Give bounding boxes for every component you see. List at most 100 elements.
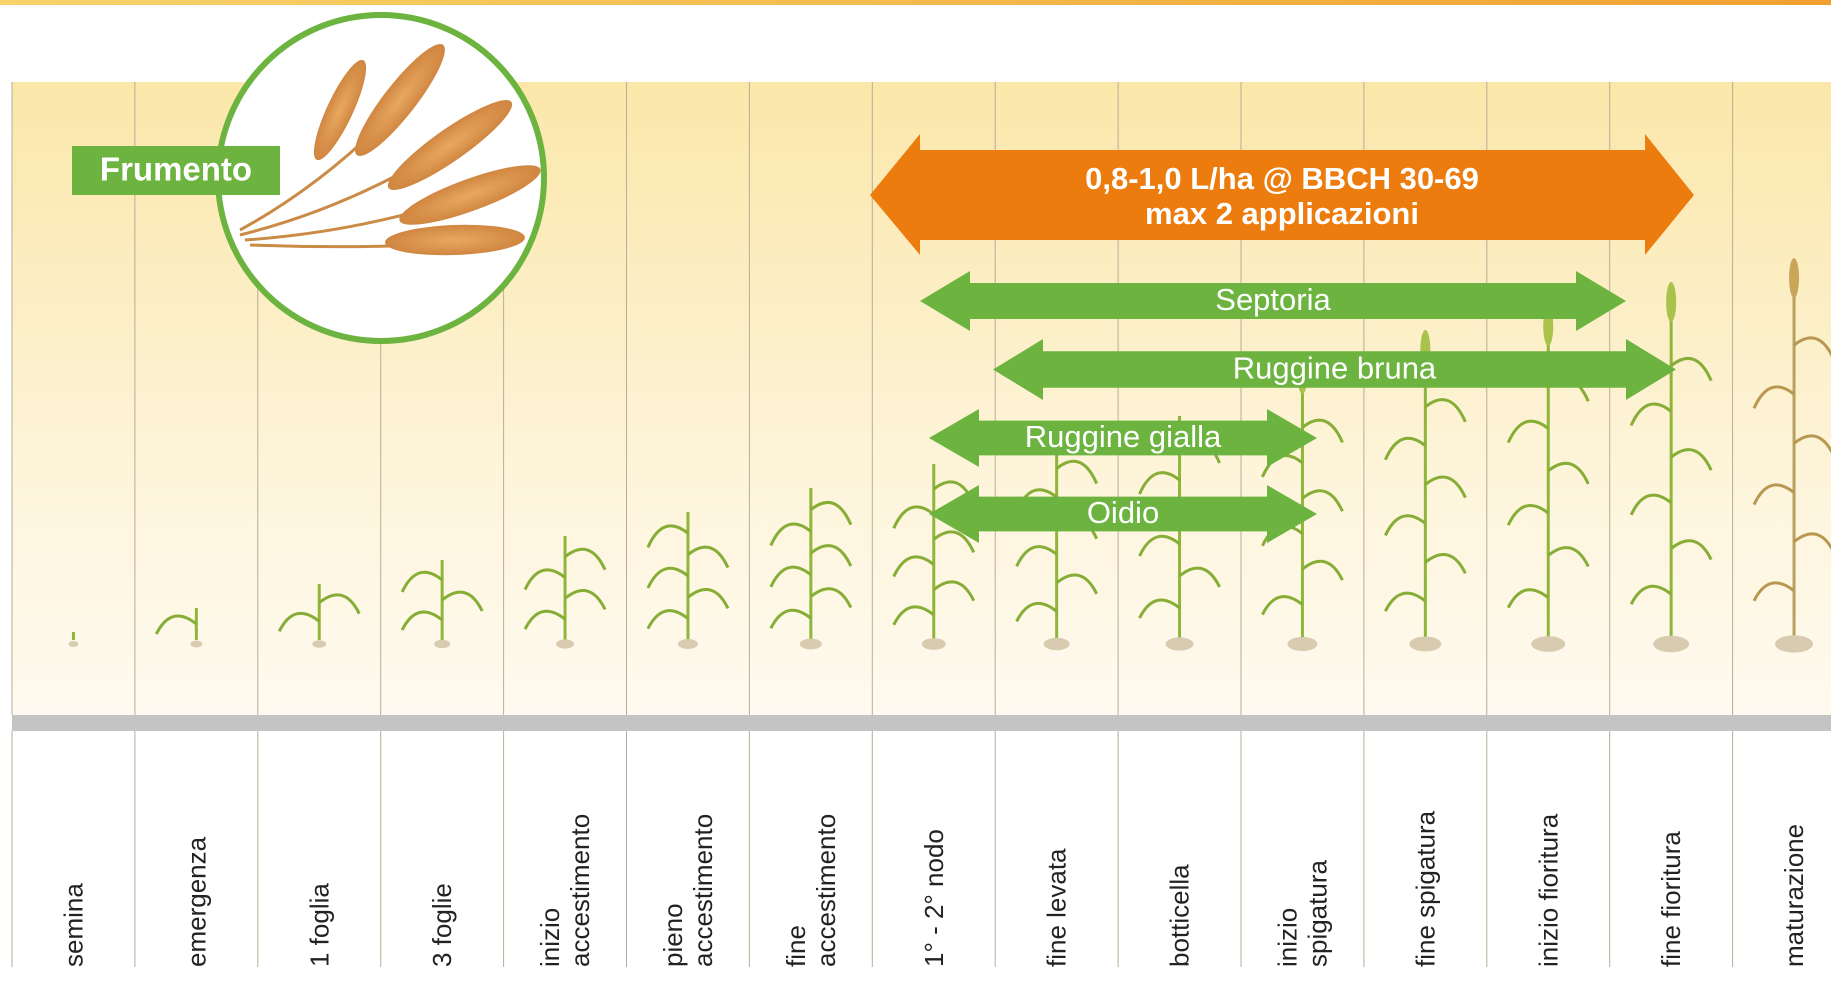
plant-leaf [1629,584,1673,605]
plant-root [190,640,203,648]
dose-text: 0,8-1,0 L/ha @ BBCH 30-69 [1085,161,1479,196]
orange-arrow [870,134,1694,255]
stage-label: semina [58,883,88,967]
plant-leaf [277,611,321,633]
plant-root [1409,636,1442,652]
plant-leaf [809,544,853,567]
stage-label: inizio [535,908,565,967]
stage-label: pieno [658,903,688,967]
plant-leaf [1138,534,1181,557]
stage-label: inizio [1272,908,1302,967]
plant-leaf [1055,459,1099,485]
plant-leaf [441,590,484,612]
plant-leaf [892,505,935,529]
plant-leaf [1138,471,1181,495]
plant-leaf [1547,546,1590,568]
plant-ear [1666,282,1677,322]
plant-root [1043,637,1070,651]
plant-leaf [646,566,689,589]
plant-leaf [1629,402,1673,427]
plant-leaf [1383,514,1427,537]
plant-leaf [523,568,566,591]
stage-label: 3 foglie [427,883,457,967]
stage-label: botticella [1165,864,1195,967]
disease-label: Oidio [1087,495,1159,530]
plant-leaf [769,522,812,547]
plant-leaf [564,547,607,571]
plant-leaf [1506,503,1550,526]
plant-root [1775,635,1814,653]
plant-leaf [1015,601,1058,623]
plant-leaf [1670,539,1713,561]
plant-leaf [1301,559,1344,581]
plant-leaf [769,565,812,588]
plant-leaf [892,555,935,578]
plant-root [1653,635,1690,653]
plant-leaf [1506,419,1550,444]
plant-leaf [1301,418,1344,444]
plant-leaf [687,545,730,569]
crop-label-box [72,146,280,195]
plant-leaf [1793,434,1831,454]
plant-leaf [564,589,607,611]
plant-leaf [400,570,444,593]
stage-label: fine [781,925,811,967]
plant-root [434,639,451,649]
plant-leaf [1138,598,1181,619]
plant-leaf [646,524,689,548]
stage-label: fine fioritura [1656,831,1686,967]
plant-leaf [1547,461,1590,485]
stage-label: spigatura [1302,860,1332,967]
disease-arrow [929,409,1317,467]
disease-arrow [920,271,1626,331]
plant-leaf [1670,448,1713,471]
stage-label: 1° - 2° nodo [919,829,949,967]
stage-label: fine spigatura [1410,810,1440,967]
plant-root [556,639,575,649]
stage-label: emergenza [181,836,211,967]
top-bar [0,0,1831,5]
plant-leaf [809,500,853,526]
plant-root [1165,637,1194,651]
stage-label: inizio fioritura [1533,813,1563,967]
stage-label: accestimento [565,814,595,967]
plant-leaf [155,614,198,635]
plant-root [1531,636,1566,652]
plant-leaf [1793,336,1831,358]
disease-label: Ruggine gialla [1025,419,1222,454]
stage-label: maturazione [1779,824,1809,967]
plant-leaf [1506,588,1550,609]
plant-leaf [1424,552,1467,574]
plant-root [677,639,698,649]
stage-label: accestimento [811,814,841,967]
stage-labels: semina emergenza 1 foglia 3 foglie inizio acc… [58,810,1809,967]
plant-leaf [1752,483,1795,506]
plant-leaf [1424,475,1467,499]
stage-label: 1 foglia [304,883,334,967]
plant-leaf [1424,398,1467,423]
stage-label: accestimento [688,814,718,967]
plant-leaf [1301,489,1344,512]
plant-root [799,638,822,650]
ground-bar [12,715,1831,731]
plant-leaf [1055,573,1098,595]
plant-leaf [892,605,935,626]
plant-root [1287,637,1318,651]
disease-label: Septoria [1215,282,1331,317]
crop-badge: Frumento [72,12,547,344]
plant-leaf [1670,356,1713,382]
plant-leaf [1384,591,1427,612]
plant-leaf [1793,532,1831,551]
plant-leaf [809,587,853,609]
wheat-ears [313,43,541,256]
plant-leaf [1015,545,1058,567]
plant-leaf [1178,566,1221,588]
plants [68,258,1831,653]
dose-arrow: 0,8-1,0 L/ha @ BBCH 30-69 max 2 applicaz… [870,134,1694,255]
plant-leaf [1752,385,1795,409]
disease-arrow [993,339,1676,400]
plant-leaf [1752,581,1795,602]
plant-root [921,638,946,650]
dose-text: max 2 applicazioni [1145,196,1419,231]
plant-ear [1789,258,1800,298]
